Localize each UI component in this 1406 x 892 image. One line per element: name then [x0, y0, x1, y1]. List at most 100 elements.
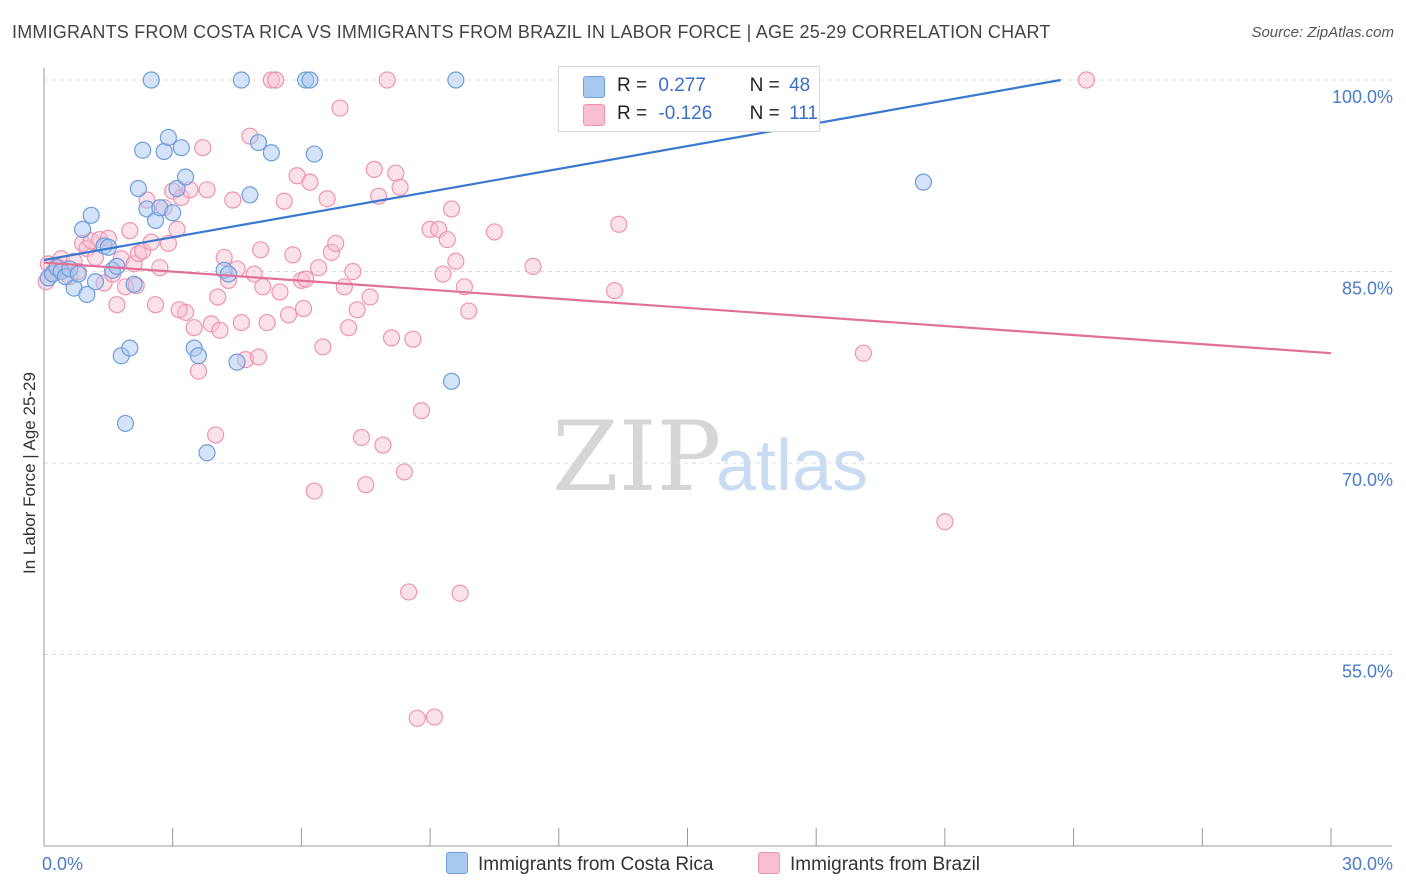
bottom-legend-swatch-brazil — [758, 852, 780, 874]
brazil-point — [232, 313, 250, 332]
brazil-point — [408, 709, 426, 727]
brazil-point — [327, 234, 345, 253]
brazil-point — [357, 476, 375, 494]
brazil-point — [365, 160, 383, 178]
legend-n-label: N = — [749, 75, 780, 96]
costa-rica-point — [74, 220, 92, 238]
costa-rica-point — [219, 265, 238, 283]
brazil-point — [108, 296, 126, 314]
costa-rica-point — [447, 71, 465, 89]
costa-rica-point — [232, 71, 250, 89]
brazil-point — [391, 178, 409, 196]
costa-rica-point — [159, 128, 178, 147]
costa-rica-point — [78, 285, 96, 304]
costa-rica-point — [142, 71, 160, 89]
brazil-point — [309, 259, 328, 277]
costa-rica-point — [914, 173, 933, 191]
brazil-point — [211, 321, 229, 339]
brazil-point — [170, 301, 188, 319]
costa-rica-point — [301, 71, 319, 89]
costa-rica-point — [305, 145, 323, 163]
brazil-point — [400, 583, 418, 601]
brazil-point — [404, 330, 422, 348]
brazil-point — [1077, 71, 1096, 89]
brazil-point — [294, 299, 313, 318]
brazil-point — [331, 99, 349, 117]
brazil-point — [258, 313, 276, 332]
brazil-point — [194, 139, 212, 157]
costa-rica-point — [168, 179, 186, 198]
brazil-point — [322, 243, 341, 261]
brazil-point — [438, 230, 456, 249]
costa-rica-point — [164, 204, 182, 222]
brazil-point — [382, 329, 401, 347]
brazil-point — [267, 71, 285, 89]
brazil-point — [189, 362, 208, 380]
legend-n-label: N = — [749, 103, 780, 124]
brazil-point — [297, 270, 315, 288]
watermark-atlas: atlas — [716, 426, 868, 506]
brazil-point — [374, 436, 392, 454]
brazil-point — [121, 222, 139, 240]
brazil-point — [284, 246, 302, 264]
legend-r-label: R = — [617, 103, 648, 124]
brazil-point — [249, 348, 268, 366]
costa-rica-point — [189, 347, 208, 365]
legend-r-value: 0.277 — [658, 75, 706, 96]
brazil-point — [224, 191, 242, 209]
brazil-points — [37, 71, 1096, 727]
brazil-point — [279, 306, 298, 324]
costa-rica-point — [134, 141, 152, 159]
legend-r-value: -0.126 — [658, 103, 713, 124]
brazil-point — [305, 482, 323, 500]
costa-rica-point — [198, 444, 216, 462]
costa-rica-point — [442, 372, 461, 390]
brazil-point — [301, 173, 319, 191]
bottom-legend-label-costa-rica: Immigrants from Costa Rica — [478, 854, 714, 875]
costa-rica-point — [241, 186, 259, 204]
costa-rica-point — [82, 206, 100, 224]
brazil-point — [275, 192, 293, 210]
brazil-point — [335, 278, 353, 296]
brazil-point — [442, 200, 461, 218]
brazil-point — [209, 288, 227, 306]
bottom-legend-label-brazil: Immigrants from Brazil — [790, 854, 981, 875]
brazil-point — [271, 283, 289, 301]
brazil-point — [434, 265, 452, 283]
costa-rica-point — [69, 265, 87, 283]
chart-source: Source: ZipAtlas.com — [1251, 24, 1394, 41]
chart-title: IMMIGRANTS FROM COSTA RICA VS IMMIGRANTS… — [12, 22, 1051, 42]
costa-rica-point — [129, 179, 147, 198]
brazil-point — [447, 252, 465, 270]
costa-rica-point — [228, 353, 246, 371]
brazil-point — [348, 301, 366, 319]
bottom-legend-brazil: Immigrants from Brazil — [758, 852, 980, 876]
brazil-point — [339, 319, 358, 337]
brazil-point — [451, 584, 469, 602]
brazil-point — [605, 282, 624, 300]
legend-text-costa-rica: R = 0.277 N = 48 — [617, 73, 810, 99]
costa-rica-point — [172, 139, 190, 157]
y-tick-label: 55.0% — [1342, 662, 1393, 682]
y-tick-label: 70.0% — [1342, 470, 1393, 490]
brazil-point — [314, 338, 332, 356]
brazil-point — [318, 190, 336, 208]
tick-labels: 100.0% 85.0% 70.0% 55.0% 0.0% 30.0% In Labor F… — [20, 87, 1393, 874]
legend-n-value: 111 — [789, 103, 818, 124]
costa-rica-point — [125, 275, 143, 293]
brazil-point — [936, 513, 954, 531]
legend-n-value: 48 — [789, 75, 811, 96]
axes — [43, 68, 1392, 847]
x-tick-label: 0.0% — [42, 854, 83, 874]
brazil-point — [485, 223, 504, 241]
brazil-point — [262, 71, 280, 89]
costa-rica-point — [86, 273, 105, 291]
brazil-point — [412, 402, 431, 420]
brazil-point — [185, 319, 203, 337]
costa-rica-points — [39, 71, 933, 462]
legend-swatch-brazil — [583, 104, 605, 126]
brazil-point — [425, 708, 443, 726]
brazil-point — [207, 426, 225, 444]
legend: R = 0.277 N = 48 R = -0.126 N = 111 — [558, 66, 820, 132]
brazil-point — [395, 463, 413, 481]
